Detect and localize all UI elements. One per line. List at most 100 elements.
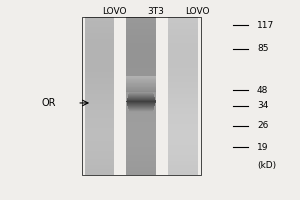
- Bar: [126, 104, 156, 106]
- Bar: [85, 124, 114, 126]
- Bar: [168, 41, 198, 43]
- Bar: [168, 171, 198, 173]
- Bar: [129, 93, 153, 94]
- Bar: [85, 76, 114, 78]
- Bar: [168, 149, 198, 151]
- Text: (kD): (kD): [257, 161, 276, 170]
- Bar: [85, 110, 114, 112]
- Bar: [168, 157, 198, 159]
- Bar: [85, 78, 114, 80]
- Bar: [126, 21, 156, 23]
- Bar: [85, 37, 114, 39]
- Bar: [168, 128, 198, 130]
- Bar: [168, 90, 198, 92]
- Bar: [85, 145, 114, 147]
- Bar: [168, 55, 198, 57]
- Bar: [168, 33, 198, 35]
- Bar: [168, 132, 198, 134]
- Bar: [168, 122, 198, 124]
- Text: OR: OR: [41, 98, 56, 108]
- Bar: [126, 102, 156, 104]
- Bar: [126, 101, 156, 102]
- Bar: [126, 49, 156, 51]
- Bar: [85, 68, 114, 70]
- Bar: [85, 31, 114, 33]
- Bar: [168, 39, 198, 41]
- Bar: [85, 61, 114, 63]
- Bar: [126, 79, 156, 80]
- Bar: [85, 122, 114, 124]
- Bar: [126, 53, 156, 55]
- Bar: [127, 103, 155, 104]
- Bar: [168, 139, 198, 141]
- Bar: [168, 126, 198, 128]
- Bar: [126, 37, 156, 39]
- Bar: [126, 41, 156, 43]
- Bar: [85, 143, 114, 145]
- Bar: [126, 163, 156, 165]
- Bar: [126, 98, 156, 100]
- Bar: [85, 70, 114, 72]
- Text: 34: 34: [257, 101, 269, 110]
- Bar: [168, 169, 198, 171]
- Bar: [128, 106, 154, 107]
- Bar: [126, 88, 156, 90]
- Bar: [85, 169, 114, 171]
- Bar: [126, 66, 156, 68]
- Bar: [168, 110, 198, 112]
- Bar: [126, 59, 156, 61]
- Bar: [85, 120, 114, 122]
- Bar: [85, 43, 114, 45]
- Bar: [85, 157, 114, 159]
- Bar: [126, 110, 156, 112]
- Bar: [127, 98, 155, 99]
- Bar: [85, 41, 114, 43]
- Bar: [168, 80, 198, 82]
- Bar: [85, 63, 114, 64]
- Bar: [126, 132, 156, 134]
- Bar: [129, 92, 153, 93]
- Bar: [85, 47, 114, 49]
- Bar: [126, 173, 156, 175]
- Text: LOVO: LOVO: [102, 7, 127, 16]
- Bar: [126, 136, 156, 137]
- Bar: [85, 66, 114, 68]
- Bar: [85, 74, 114, 76]
- Bar: [126, 82, 156, 84]
- Bar: [127, 102, 156, 103]
- Bar: [168, 94, 198, 96]
- Bar: [126, 76, 156, 78]
- Bar: [168, 86, 198, 88]
- Bar: [85, 49, 114, 51]
- Bar: [126, 84, 156, 86]
- Bar: [126, 91, 156, 92]
- Bar: [85, 132, 114, 134]
- Bar: [126, 63, 156, 64]
- Bar: [129, 111, 153, 112]
- Bar: [126, 35, 156, 37]
- Bar: [168, 167, 198, 169]
- Bar: [168, 21, 198, 23]
- Bar: [126, 169, 156, 171]
- Bar: [126, 68, 156, 70]
- Bar: [126, 77, 156, 78]
- Bar: [126, 139, 156, 141]
- Bar: [168, 165, 198, 167]
- Bar: [126, 80, 156, 82]
- Bar: [85, 29, 114, 31]
- Bar: [168, 98, 198, 100]
- Bar: [168, 76, 198, 78]
- Bar: [85, 19, 114, 21]
- Bar: [126, 112, 156, 114]
- Bar: [85, 155, 114, 157]
- Bar: [128, 95, 154, 96]
- Bar: [168, 106, 198, 108]
- Bar: [126, 100, 156, 102]
- Bar: [168, 72, 198, 74]
- Bar: [168, 120, 198, 122]
- Bar: [126, 106, 156, 108]
- Bar: [85, 153, 114, 155]
- Bar: [85, 159, 114, 161]
- Bar: [85, 167, 114, 169]
- Bar: [126, 81, 156, 82]
